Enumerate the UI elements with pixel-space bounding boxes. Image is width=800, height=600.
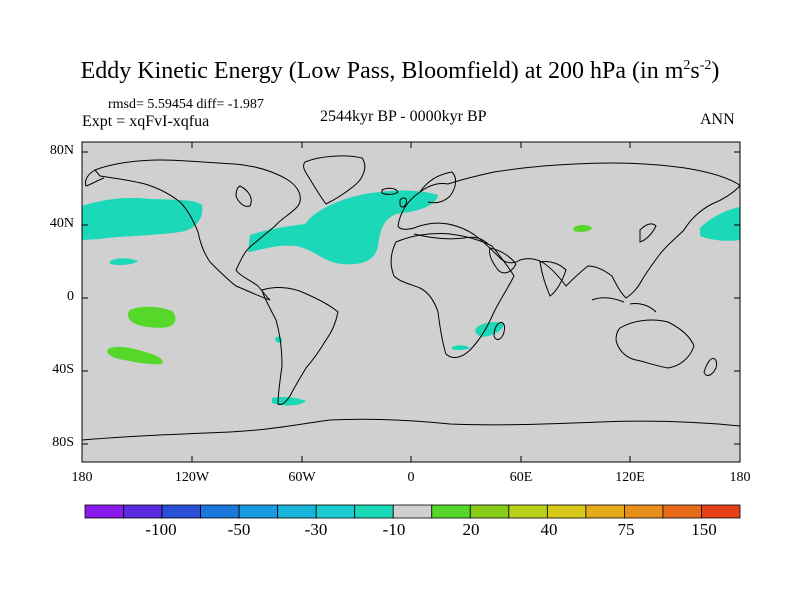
coast-australia — [615, 319, 695, 369]
lat-label: 80S — [52, 435, 74, 450]
colorbar-label: -50 — [227, 520, 251, 539]
coast-indonesia — [591, 297, 657, 313]
coast-eurasia — [397, 162, 741, 299]
anomaly-drake-passage — [272, 397, 306, 406]
colorbar-swatch — [508, 504, 548, 519]
colorbar-swatch — [624, 504, 664, 519]
lon-label: 60E — [509, 470, 533, 485]
colorbar-swatch — [469, 504, 510, 519]
colorbar-swatch — [277, 504, 317, 519]
anomaly-central-asia — [573, 225, 592, 232]
period-label: 2544kyr BP - 0000kyr BP — [320, 108, 487, 125]
colorbar-swatch — [238, 504, 279, 519]
positive-anomaly-regions — [107, 225, 592, 365]
coast-africa — [390, 233, 515, 358]
anomaly-north-pacific — [82, 197, 203, 240]
coast-new-zealand — [703, 357, 717, 376]
lat-label: 80N — [49, 143, 74, 158]
colorbar-swatch — [392, 504, 433, 519]
coast-hudson-bay — [235, 185, 252, 207]
anomaly-north-atlantic — [248, 190, 438, 265]
coast-mediterranean — [413, 233, 489, 245]
lon-label: 120E — [615, 470, 645, 485]
colorbar-swatch — [354, 504, 394, 519]
coast-scandinavia — [419, 171, 457, 204]
anomaly-south-africa — [452, 345, 470, 351]
lat-label: 40N — [49, 216, 74, 231]
colorbar — [84, 504, 741, 519]
coast-south-america — [261, 287, 339, 405]
coast-arabia — [489, 247, 517, 274]
lon-label: 180 — [729, 470, 751, 485]
anomaly-hawaii — [110, 258, 138, 265]
colorbar-swatch — [123, 504, 163, 519]
coast-alaska — [85, 169, 105, 187]
colorbar-label: -10 — [382, 520, 406, 539]
coast-north-america — [94, 159, 301, 301]
colorbar-label: 40 — [540, 520, 558, 539]
coast-madagascar — [493, 321, 505, 340]
season-label: ANN — [700, 111, 735, 128]
coast-japan — [639, 223, 657, 243]
coastlines — [81, 155, 741, 441]
lon-label: 0 — [407, 470, 415, 485]
colorbar-swatch — [315, 504, 356, 519]
anomaly-south-pacific — [107, 346, 163, 365]
coast-greenland — [303, 155, 366, 205]
stats-label: rmsd= 5.59454 diff= -1.987 — [108, 97, 264, 112]
colorbar-swatch — [546, 504, 587, 519]
coast-antarctica — [81, 418, 741, 441]
colorbar-label: -30 — [304, 520, 328, 539]
coast-india — [539, 261, 567, 297]
coast-uk — [399, 197, 407, 208]
colorbar-label: 20 — [462, 520, 480, 539]
lon-label: 120W — [174, 470, 210, 485]
experiment-label: Expt = xqFvI-xqfua — [82, 113, 210, 130]
anomaly-central-pacific — [127, 306, 176, 328]
coast-iceland — [381, 187, 399, 195]
colorbar-swatch — [200, 504, 240, 519]
colorbar-label: -100 — [145, 520, 177, 539]
axis-ticks — [81, 142, 741, 462]
colorbar-swatch — [431, 504, 471, 519]
anomaly-northeast-pacific — [700, 207, 740, 241]
colorbar-swatch — [701, 504, 741, 519]
lon-label: 60W — [288, 470, 316, 485]
colorbar-swatch — [585, 504, 625, 519]
colorbar-swatch — [161, 504, 201, 519]
map-background — [82, 142, 740, 462]
lon-label: 180 — [71, 470, 93, 485]
colorbar-swatch — [84, 504, 124, 519]
lat-label: 40S — [52, 362, 74, 377]
colorbar-label: 150 — [691, 520, 717, 539]
lat-label: 0 — [67, 289, 74, 304]
map-title: Eddy Kinetic Energy (Low Pass, Bloomfiel… — [80, 58, 720, 84]
colorbar-swatch — [662, 504, 702, 519]
colorbar-label: 75 — [617, 520, 635, 539]
